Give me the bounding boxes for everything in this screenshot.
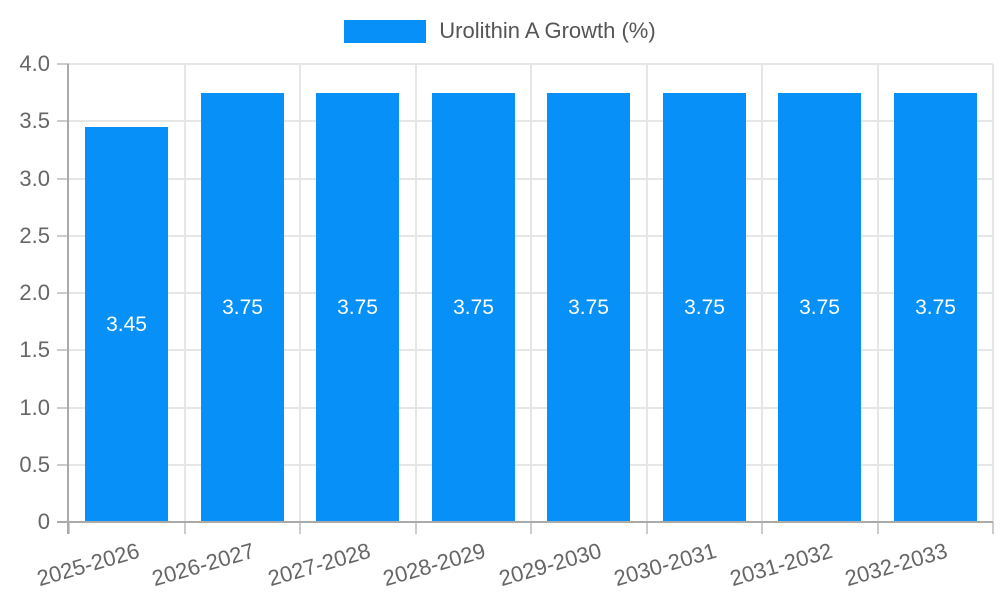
x-gridline bbox=[761, 64, 763, 522]
x-gridline bbox=[877, 64, 879, 522]
bar[interactable]: 3.75 bbox=[432, 93, 515, 522]
bar-value-label: 3.75 bbox=[453, 296, 494, 319]
y-tick-mark bbox=[57, 407, 69, 409]
x-gridline bbox=[530, 64, 532, 522]
bar-value-label: 3.75 bbox=[337, 296, 378, 319]
x-gridline bbox=[415, 64, 417, 522]
y-tick-mark bbox=[57, 292, 69, 294]
x-tick-mark bbox=[761, 522, 763, 534]
y-tick-mark bbox=[57, 178, 69, 180]
bar-value-label: 3.45 bbox=[106, 313, 147, 336]
bar[interactable]: 3.75 bbox=[894, 93, 977, 522]
bar[interactable]: 3.75 bbox=[201, 93, 284, 522]
legend-label: Urolithin A Growth (%) bbox=[439, 18, 656, 43]
bar[interactable]: 3.75 bbox=[778, 93, 861, 522]
x-tick-mark bbox=[415, 522, 417, 534]
y-axis-line bbox=[67, 64, 69, 534]
bar[interactable]: 3.75 bbox=[316, 93, 399, 522]
y-tick-label: 1.0 bbox=[19, 395, 50, 420]
y-tick-mark bbox=[57, 235, 69, 237]
y-tick-mark bbox=[57, 464, 69, 466]
y-tick-mark bbox=[57, 349, 69, 351]
bar[interactable]: 3.75 bbox=[663, 93, 746, 522]
y-tick-mark bbox=[57, 63, 69, 65]
x-tick-mark bbox=[184, 522, 186, 534]
x-tick-mark bbox=[68, 522, 70, 534]
y-tick-mark bbox=[57, 120, 69, 122]
x-gridline bbox=[299, 64, 301, 522]
x-gridline bbox=[646, 64, 648, 522]
bar-value-label: 3.75 bbox=[799, 296, 840, 319]
x-tick-mark bbox=[530, 522, 532, 534]
y-tick-label: 3.5 bbox=[19, 108, 50, 133]
bar-value-label: 3.75 bbox=[222, 296, 263, 319]
bar[interactable]: 3.75 bbox=[547, 93, 630, 522]
y-tick-label: 0.5 bbox=[19, 452, 50, 477]
y-tick-label: 3.0 bbox=[19, 166, 50, 191]
chart-legend[interactable]: Urolithin A Growth (%) bbox=[0, 17, 1000, 45]
x-axis-line bbox=[57, 521, 993, 523]
y-tick-label: 2.5 bbox=[19, 223, 50, 248]
bar-value-label: 3.75 bbox=[568, 296, 609, 319]
y-tick-label: 0 bbox=[37, 509, 50, 534]
x-tick-mark bbox=[877, 522, 879, 534]
x-gridline bbox=[184, 64, 186, 522]
y-tick-label: 4.0 bbox=[19, 51, 50, 76]
legend-swatch-icon bbox=[344, 19, 427, 43]
bar[interactable]: 3.45 bbox=[85, 127, 168, 522]
y-tick-label: 2.0 bbox=[19, 280, 50, 305]
bar-value-label: 3.75 bbox=[915, 296, 956, 319]
x-tick-mark bbox=[299, 522, 301, 534]
y-tick-label: 1.5 bbox=[19, 337, 50, 362]
x-tick-mark bbox=[646, 522, 648, 534]
x-tick-mark bbox=[992, 522, 994, 534]
x-gridline bbox=[992, 64, 994, 522]
bar-value-label: 3.75 bbox=[684, 296, 725, 319]
